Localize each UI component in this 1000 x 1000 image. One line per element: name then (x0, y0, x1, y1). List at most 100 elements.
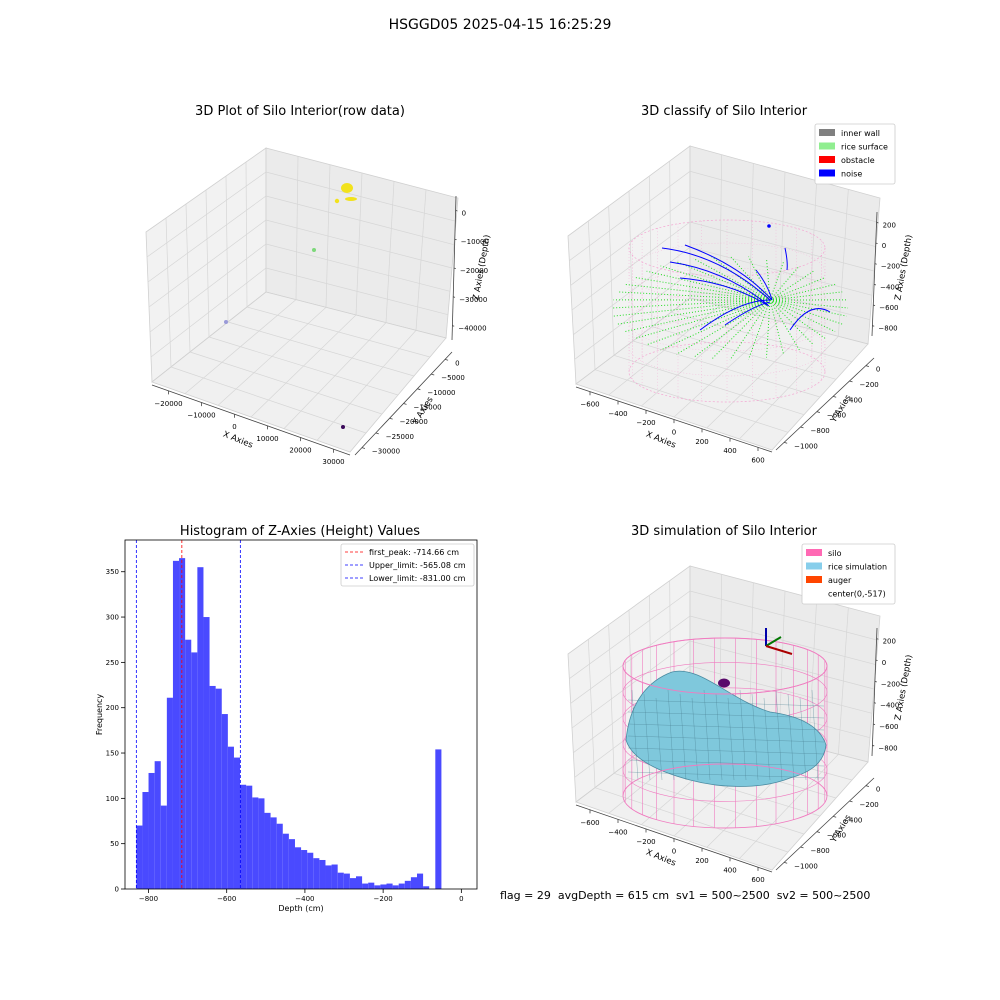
histogram-x-tick-label: 0 (459, 895, 463, 903)
sim-auger (718, 678, 730, 688)
classify-y-tick (784, 441, 788, 444)
simulation-3d-panel: −600 −400 −200 0 200 400 600 0 −200 −400 −600 −800 −… (567, 543, 915, 884)
raw-z-tick (453, 296, 456, 298)
raw-y-tick (375, 432, 379, 435)
raw-y-tick (444, 358, 449, 361)
status-line: flag = 29 avgDepth = 615 cm sv1 = 500~25… (500, 889, 871, 902)
figure-title: HSGGD05 2025-04-15 16:25:29 (388, 17, 612, 33)
classify-legend-label: obstacle (841, 156, 875, 165)
classify-gridline (739, 336, 839, 440)
sim-z-axis (871, 627, 878, 757)
histogram-panel: −800 −600 −400 −200 0 0 50 100 150 200 250 300 350 De… (95, 539, 478, 913)
sim-x-tick-label: 0 (672, 848, 676, 856)
sim-x-tick-label: 600 (751, 876, 764, 884)
classify-legend-swatch (819, 142, 835, 150)
classify-legend-swatch (819, 129, 835, 136)
sim-surface-mesh (627, 735, 825, 743)
classify-surface-ray (613, 299, 771, 317)
histogram-bar (172, 560, 180, 889)
sim-surface-mesh (787, 693, 795, 781)
raw-z-tick-label: −30000 (459, 296, 487, 304)
classify-surface-ray (769, 299, 843, 325)
classify-y-tick (865, 365, 869, 367)
sim-surface-mesh (643, 693, 651, 781)
sim-surface-mesh (811, 689, 819, 781)
classify-noise-arc (789, 308, 831, 331)
histogram-y-tick-label: 150 (106, 750, 119, 758)
histogram-y-tick-label: 50 (110, 840, 119, 848)
classify-gridline (574, 272, 871, 360)
raw-point (341, 425, 345, 429)
classify-surface-ray (624, 283, 771, 301)
sim-surface-mesh (727, 697, 735, 781)
sim-legend-label: auger (828, 576, 852, 585)
sim-surface-mesh (763, 697, 771, 781)
classify-legend-box (814, 123, 896, 185)
sim-surface-mesh (715, 693, 723, 781)
classify-surface-ray (769, 299, 847, 317)
sim-surface-mesh (703, 689, 711, 781)
histogram-bar (380, 884, 387, 889)
sim-silo-ring (622, 763, 828, 829)
histogram-bar (355, 876, 363, 889)
classify-legend-label: inner wall (841, 129, 880, 138)
histogram-bar (240, 784, 247, 889)
sim-y-tick-label: 0 (876, 786, 880, 794)
histogram-bar (246, 785, 253, 889)
classify-x-tick-label: 400 (723, 447, 736, 455)
classify-z-tick (873, 283, 877, 286)
raw-y-tick-label: −5000 (441, 374, 465, 382)
sim-y-tick-label: −800 (811, 847, 830, 855)
classify-z-tick (876, 221, 879, 224)
histogram-y-tick-label: 0 (115, 886, 119, 894)
sim-z-tick-label: 200 (883, 638, 896, 646)
raw-z-tick-label: −40000 (458, 325, 486, 333)
sim-y-tick (833, 815, 837, 818)
sim-legend-swatch (806, 576, 822, 583)
histogram-x-label: Depth (cm) (278, 904, 323, 913)
classify-x-tick-label: 0 (672, 429, 676, 437)
sim-x-tick-label: −400 (608, 828, 627, 836)
histogram-y-tick-label: 200 (106, 704, 119, 712)
classify-legend-swatch (819, 156, 835, 163)
histogram-bar (417, 873, 424, 889)
classify-x-tick-label: 600 (751, 456, 764, 464)
classify-noise-arc (755, 269, 773, 301)
histogram-y-tick-label: 350 (106, 568, 119, 576)
sim-legend-label: silo (828, 549, 842, 558)
histogram-bar (349, 878, 356, 889)
histogram-bar (227, 746, 234, 889)
histogram-legend-label: Upper_limit: -565.08 cm (369, 561, 466, 570)
sim-legend-swatch (806, 562, 822, 570)
classify-z-tick-label: −600 (879, 304, 898, 312)
classify-y-tick-label: −200 (860, 381, 879, 389)
sim-legend-swatch (806, 549, 822, 556)
histogram-bar (294, 847, 302, 889)
sim-center-axis (765, 636, 782, 647)
raw-y-tick-label: 0 (455, 359, 459, 367)
classify-y-axis (775, 357, 875, 451)
raw-gridline (149, 243, 451, 333)
histogram-bar (264, 812, 271, 889)
classify-y-tick (816, 411, 820, 413)
histogram-bar (142, 792, 149, 889)
classify-y-tick (833, 395, 837, 398)
sim-z-tick (873, 702, 877, 704)
classify-surface-ray (676, 261, 771, 301)
raw-y-tick-label: −30000 (372, 448, 400, 456)
histogram-bar (313, 858, 320, 889)
sim-y-tick (800, 846, 804, 849)
sim-y-tick (784, 861, 788, 864)
classify-y-tick-label: −400 (843, 396, 862, 404)
sim-z-tick-label: −800 (878, 744, 897, 752)
raw-y-tick (389, 417, 393, 420)
sim-surface-mesh (799, 697, 807, 781)
classify-surface-ray (711, 256, 771, 301)
classify-x-tick-label: −200 (636, 419, 655, 427)
classify-z-tick (872, 325, 875, 327)
histogram-bar (319, 859, 326, 889)
sim-surface-mesh (627, 723, 825, 731)
raw-z-tick-label: 0 (462, 209, 466, 217)
classify-surface-ray (729, 299, 771, 361)
sim-surface-mesh (627, 699, 825, 707)
